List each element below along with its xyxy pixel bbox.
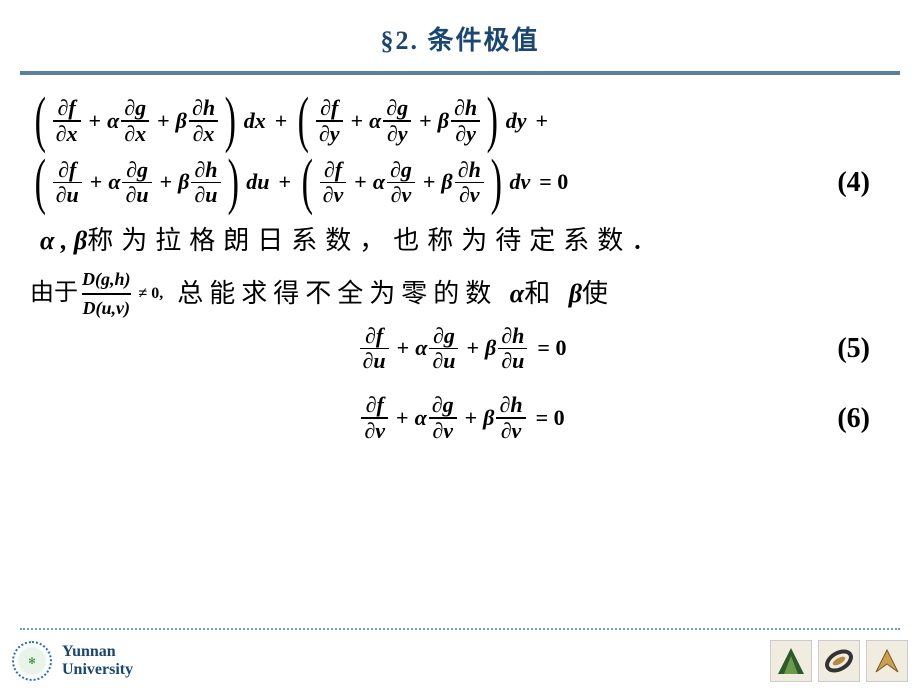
jacobian-top: D(g,h) [82, 267, 131, 292]
jacobian-line: 由于 D(g,h) D(u,v) ≠ 0, 总能求得不全为零的数 α和 β使 [30, 267, 900, 321]
equation-5: ∂f∂u+α∂g∂u+β∂h∂u= 0(5) [30, 325, 900, 373]
alpha2: α [510, 279, 524, 308]
uni-line1: Yunnan [62, 643, 133, 661]
footer-divider [20, 628, 900, 630]
footer-icons [770, 640, 908, 682]
nav-icon-2[interactable] [818, 640, 860, 682]
tail3: 使 [582, 279, 614, 308]
equation-4-line2: (∂f∂u+α∂g∂u+β∂h∂u)du+(∂f∂v+α∂g∂v+β∂h∂v)d… [30, 155, 900, 211]
jacobian-fraction: D(g,h) D(u,v) [82, 267, 131, 321]
uni-line2: University [62, 661, 133, 679]
slide-content: (∂f∂x+α∂g∂x+β∂h∂x)dx+(∂f∂y+α∂g∂y+β∂h∂y)d… [0, 77, 920, 442]
since-text: 由于 [30, 277, 78, 311]
title-rule [20, 71, 900, 75]
lagrange-text: α , β称为拉格朗日系数，也称为待定系数． [40, 223, 900, 259]
nav-icon-3[interactable] [866, 640, 908, 682]
university-logo: ✻ [12, 641, 52, 681]
beta-symbol: β [74, 226, 87, 255]
tail1: 总能求得不全为零的数 [177, 279, 510, 308]
tail-text: 总能求得不全为零的数 α和 β使 [177, 276, 614, 312]
alpha-symbol: α [40, 226, 54, 255]
footer: ✻ Yunnan University [12, 640, 908, 682]
lagrange-text-body: 称为拉格朗日系数，也称为待定系数． [87, 226, 665, 255]
equation-4-line1: (∂f∂x+α∂g∂x+β∂h∂x)dx+(∂f∂y+α∂g∂y+β∂h∂y)d… [30, 93, 900, 149]
jacobian-bot: D(u,v) [83, 296, 131, 321]
ne-zero: ≠ 0, [139, 283, 164, 305]
equation-6: ∂f∂v+α∂g∂v+β∂h∂v= 0(6) [30, 394, 900, 442]
footer-left: ✻ Yunnan University [12, 641, 133, 681]
comma: , [54, 226, 74, 255]
slide-title: §2. 条件极值 [0, 0, 920, 67]
university-name: Yunnan University [62, 643, 133, 678]
beta2: β [569, 279, 582, 308]
nav-icon-1[interactable] [770, 640, 812, 682]
tail2: 和 [524, 279, 569, 308]
